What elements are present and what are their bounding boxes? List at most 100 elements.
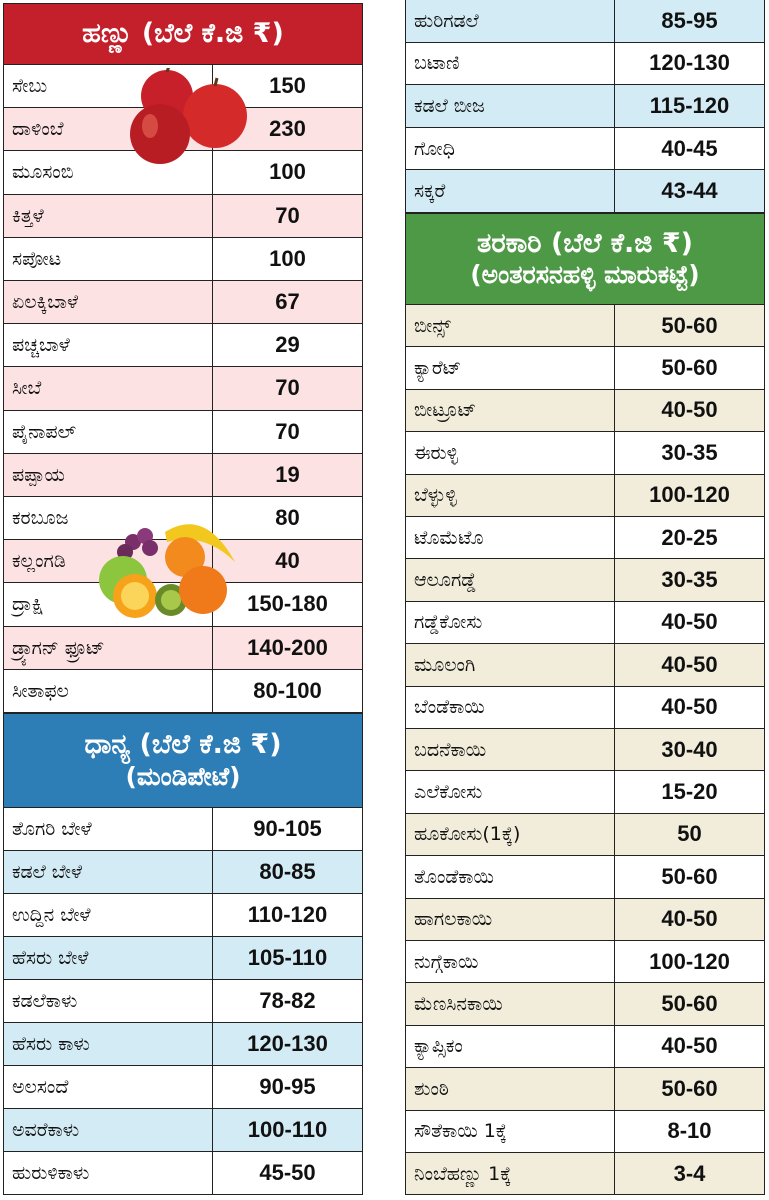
item-price: 50-60 (661, 991, 718, 1017)
table-row: ಡ್ರ್ಯಾಗನ್ ಫ್ರೂಟ್ 140-200 (3, 626, 363, 670)
table-row: ಹುರಿಗಡಲೆ 85-95 (405, 0, 765, 43)
item-name: ಹೆಸರು ಕಾಳು (4, 1023, 213, 1065)
table-row: ತೊಂಡೆಕಾಯಿ 50-60 (405, 856, 765, 899)
item-price: 29 (275, 332, 300, 358)
table-row: ಸೌತೆಕಾಯಿ 1ಕ್ಕೆ 8-10 (405, 1110, 765, 1153)
table-row: ಮೂಸಂಬಿ 100 (3, 151, 363, 195)
item-price: 30-40 (661, 736, 718, 762)
item-price: 100-120 (649, 948, 730, 974)
table-row: ಸೀಬೆ 70 (3, 367, 363, 411)
item-price: 19 (275, 461, 300, 487)
item-price: 30-35 (661, 439, 718, 465)
table-row: ಹೂಕೋಸು(1ಕ್ಕೆ) 50 (405, 813, 765, 857)
item-name: ದ್ರಾಕ್ಷಿ (4, 583, 213, 626)
item-price: 140-200 (247, 634, 328, 660)
item-name: ಟೊಮೆಟೊ (406, 517, 615, 559)
item-name: ಬೀನ್ಸ್ (406, 305, 615, 347)
table-row: ಬೆಳ್ಳುಳ್ಳಿ 100-120 (405, 474, 765, 517)
item-price: 40-45 (661, 135, 718, 161)
table-row: ಬಟಾಣಿ 120-130 (405, 42, 765, 86)
item-name: ಪಚ್ಚಬಾಳೆ (4, 324, 213, 367)
table-row: ಕರಬೂಜ 80 (3, 497, 363, 541)
item-name: ಬದನೆಕಾಯಿ (406, 729, 615, 771)
table-row: ಉದ್ದಿನ ಬೇಳೆ 110-120 (3, 894, 363, 937)
item-name: ಬಟಾಣಿ (406, 42, 615, 85)
item-price: 40-50 (661, 906, 718, 932)
table-row: ಪೈನಾಪಲ್ 70 (3, 410, 363, 454)
item-name: ಮೂಸಂಬಿ (4, 151, 213, 194)
table-row: ಹುರುಳಿಕಾಳು 45-50 (3, 1152, 363, 1195)
item-name: ಸಕ್ಕರೆ (406, 170, 615, 212)
table-row: ಕ್ಯಾರೆಟ್ 50-60 (405, 347, 765, 390)
table-row: ಕ್ಯಾಪ್ಸಿಕಂ 40-50 (405, 1025, 765, 1069)
item-name: ಡ್ರ್ಯಾಗನ್ ಫ್ರೂಟ್ (4, 626, 213, 669)
table-row: ಬೀನ್ಸ್ 50-60 (405, 305, 765, 348)
table-row: ದಾಳಿಂಬೆ 230 (3, 108, 363, 152)
table-row: ಬೀಟ್ರೂಟ್ 40-50 (405, 389, 765, 433)
item-name: ಹುರಿಗಡಲೆ (406, 0, 615, 42)
left-column: ಹಣ್ಣು (ಬೆಲೆ ಕೆ.ಜಿ ₹) ಸೇಬು 150 ದಾಳಿಂಬೆ 230 ಮೂಸ… (3, 0, 363, 1197)
item-price: 150-180 (247, 591, 328, 617)
item-name: ಉದ್ದಿನ ಬೇಳೆ (4, 894, 213, 936)
section-title: ಹಣ್ಣು (ಬೆಲೆ ಕೆ.ಜಿ ₹) (82, 17, 284, 49)
item-name: ಏಲಕ್ಕಿಬಾಳೆ (4, 281, 213, 324)
item-name: ಪೈನಾಪಲ್ (4, 410, 213, 453)
item-name: ತೊಂಡೆಕಾಯಿ (406, 856, 615, 898)
item-price: 40-50 (661, 609, 718, 635)
item-price: 80-85 (259, 859, 316, 884)
item-price: 90-105 (253, 816, 322, 841)
table-row: ಸೇಬು 150 (3, 65, 363, 109)
table-row: ಪಪ್ಪಾಯ 19 (3, 453, 363, 497)
section-subtitle: (ಅಂತರಸನಹಳ್ಳಿ ಮಾರುಕಟ್ಟೆ) (470, 260, 700, 290)
item-price: 100-110 (247, 1117, 328, 1142)
item-price: 20-25 (661, 524, 718, 550)
item-price: 70 (275, 375, 300, 401)
section-header: ತರಕಾರಿ (ಬೆಲೆ ಕೆ.ಜಿ ₹) (ಅಂತರಸನಹಳ್ಳಿ ಮಾರುಕಟ… (405, 213, 765, 305)
item-price: 43-44 (661, 178, 718, 204)
item-price: 50-60 (661, 312, 718, 338)
item-price: 80-100 (253, 677, 322, 703)
item-price: 105-110 (247, 945, 328, 970)
item-price: 40 (275, 548, 300, 574)
item-price: 90-95 (259, 1074, 316, 1099)
item-price: 15-20 (661, 779, 718, 805)
table-row: ನುಗ್ಗೆಕಾಯಿ 100-120 (405, 941, 765, 984)
item-name: ಸೀತಾಫಲ (4, 669, 213, 712)
item-name: ಅಲಸಂದೆ (4, 1066, 213, 1108)
item-price: 3-4 (673, 1160, 706, 1186)
table-row: ಸಕ್ಕರೆ 43-44 (405, 170, 765, 213)
table-row: ಅವರೆಕಾಳು 100-110 (3, 1109, 363, 1152)
table-row: ಗೋಧಿ 40-45 (405, 127, 765, 171)
table-row: ಕಲ್ಲಂಗಡಿ 40 (3, 540, 363, 584)
table-row: ಏಲಕ್ಕಿಬಾಳೆ 67 (3, 281, 363, 325)
item-name: ಎಲೆಕೋಸು (406, 771, 615, 813)
item-price: 70 (275, 418, 300, 444)
item-name: ಸೌತೆಕಾಯಿ 1ಕ್ಕೆ (406, 1110, 615, 1152)
item-name: ಕಡಲೆಕಾಳು (4, 980, 213, 1022)
section-title: ಧಾನ್ಯ (ಬೆಲೆ ಕೆ.ಜಿ ₹) (84, 729, 282, 761)
item-name: ಮೆಣಸಿನಕಾಯಿ (406, 983, 615, 1025)
item-price: 50-60 (661, 355, 718, 381)
item-name: ಕಿತ್ತಳೆ (4, 194, 213, 237)
item-name: ಸೀಬೆ (4, 367, 213, 410)
item-price: 40-50 (661, 397, 718, 423)
item-price: 150 (269, 73, 306, 99)
item-price: 40-50 (661, 651, 718, 677)
item-price: 78-82 (259, 988, 316, 1013)
item-name: ತೊಗರಿ ಬೇಳೆ (4, 808, 213, 850)
table-row: ಹೆಸರು ಕಾಳು 120-130 (3, 1023, 363, 1066)
item-name: ಬೆಳ್ಳುಳ್ಳಿ (406, 474, 615, 516)
table-row: ಕಿತ್ತಳೆ 70 (3, 194, 363, 238)
item-price: 115-120 (649, 92, 730, 118)
table-row: ಗಡ್ಡೆಕೋಸು 40-50 (405, 601, 765, 645)
table-row: ಸಪೋಟ 100 (3, 237, 363, 281)
table-row: ಎಲೆಕೋಸು 15-20 (405, 771, 765, 814)
table-row: ಈರುಳ್ಳಿ 30-35 (405, 432, 765, 475)
item-price: 45-50 (259, 1160, 316, 1185)
item-price: 50-60 (661, 1075, 718, 1101)
item-name: ನುಗ್ಗೆಕಾಯಿ (406, 941, 615, 983)
item-name: ಕ್ಯಾರೆಟ್ (406, 347, 615, 389)
item-price: 50-60 (661, 863, 718, 889)
item-name: ಕಲ್ಲಂಗಡಿ (4, 540, 213, 583)
section-header: ಹಣ್ಣು (ಬೆಲೆ ಕೆ.ಜಿ ₹) (3, 3, 363, 65)
